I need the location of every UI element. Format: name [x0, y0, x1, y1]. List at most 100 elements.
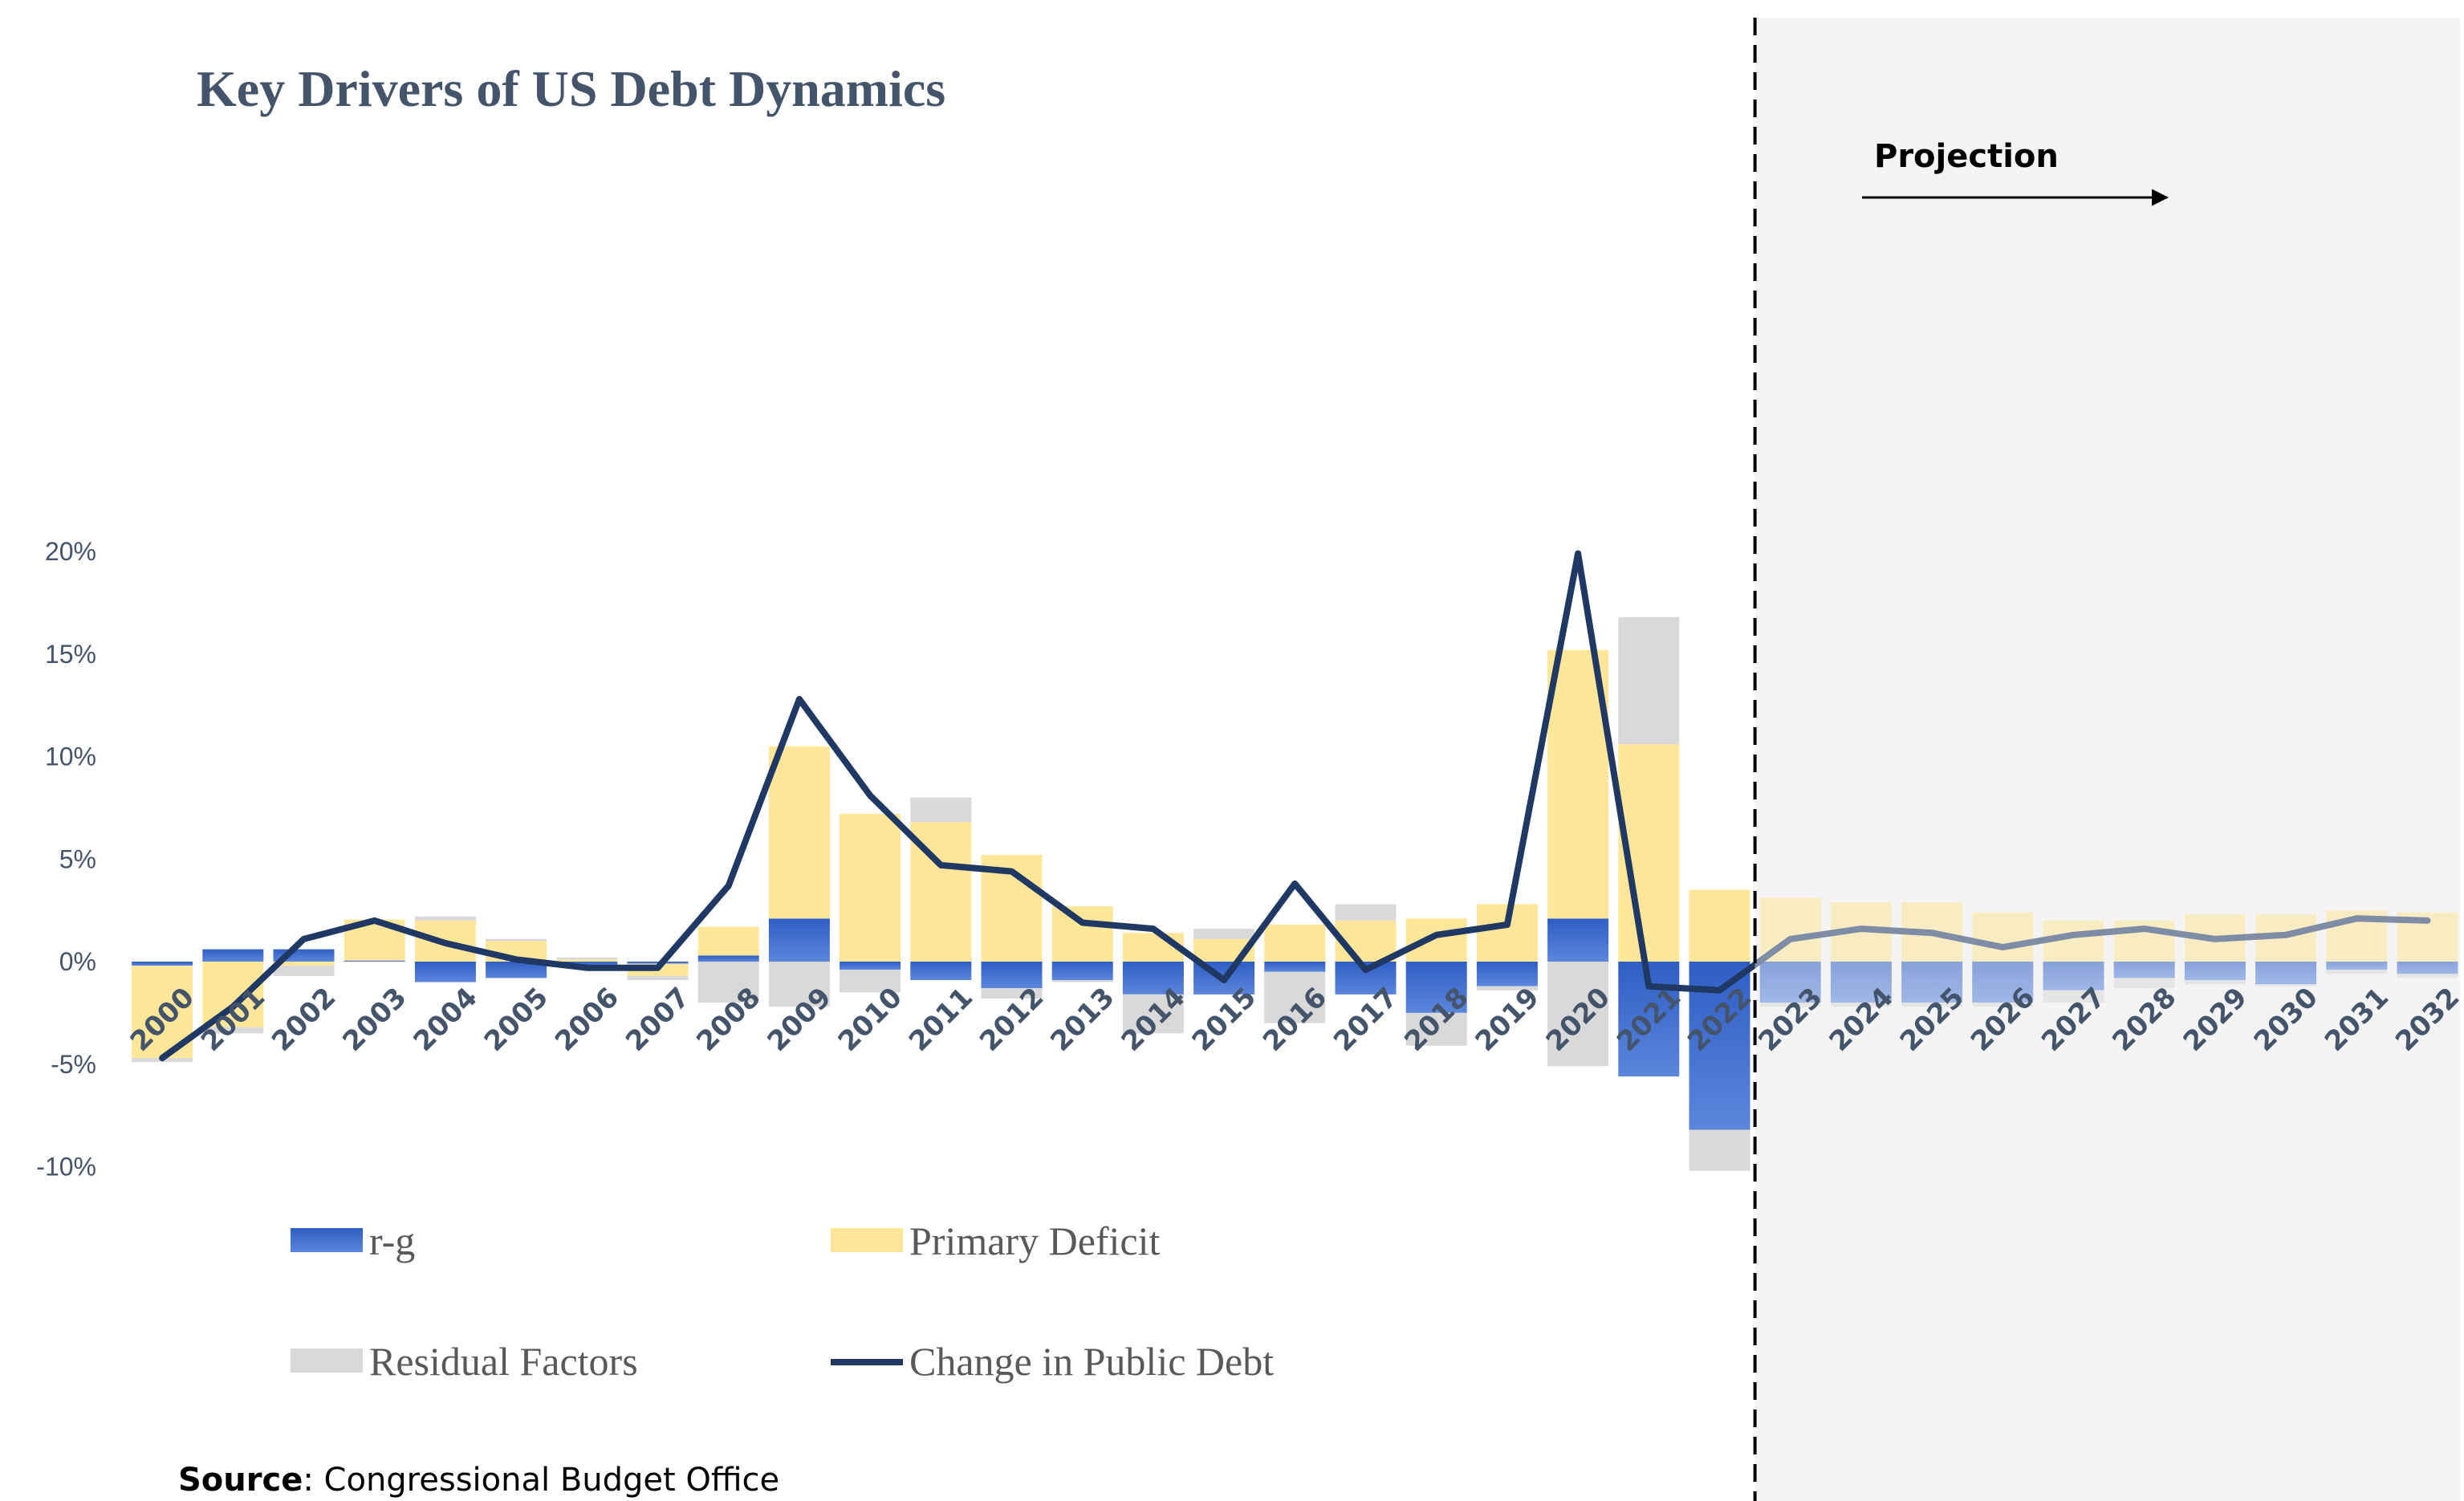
bar-r-g-2003 [344, 960, 405, 962]
bar-residual-factors-2006 [556, 957, 618, 960]
bar-residual-factors-2024 [1830, 1003, 1892, 1007]
x-tick-label-2002: 2002 [266, 982, 342, 1058]
bar-primary-deficit-2002 [273, 962, 335, 966]
bar-primary-deficit-2018 [1405, 918, 1467, 962]
point-change-in-public-debt-2011 [940, 864, 942, 866]
legend-item-residual-factors: Residual Factors [291, 1339, 638, 1384]
point-change-in-public-debt-2015 [1223, 978, 1226, 981]
bar-residual-factors-2010 [840, 970, 901, 993]
point-change-in-public-debt-2026 [2002, 946, 2004, 949]
bar-primary-deficit-2008 [697, 926, 759, 956]
bar-residual-factors-2012 [981, 988, 1043, 999]
x-tick-label-2005: 2005 [478, 982, 555, 1058]
projection-wash [1754, 18, 2460, 1501]
point-change-in-public-debt-2029 [2214, 938, 2216, 940]
projection-region [1754, 18, 2460, 1501]
bar-residual-factors-2029 [2184, 979, 2246, 985]
y-tick-label: 10% [45, 742, 96, 771]
bar-residual-factors-2002 [273, 966, 335, 976]
bar-residual-factors-2009 [768, 962, 830, 1007]
legend-swatch-residual-factors [291, 1348, 363, 1373]
bar-r-g-2008 [697, 955, 759, 962]
legend-swatch-primary-deficit [831, 1228, 903, 1252]
point-change-in-public-debt-2022 [1718, 989, 1721, 991]
bar-r-g-2020 [1547, 918, 1609, 962]
source-note: Source: Congressional Budget Office [178, 1462, 779, 1499]
projection-label: Projection [1874, 138, 2059, 175]
bar-primary-deficit-2022 [1689, 889, 1750, 962]
point-change-in-public-debt-2012 [1010, 870, 1013, 873]
legend-item-change-in-public-debt: Change in Public Debt [831, 1339, 1274, 1384]
point-change-in-public-debt-2016 [1294, 882, 1296, 885]
legend-item-primary-deficit: Primary Deficit [831, 1218, 1161, 1263]
x-tick-label-2019: 2019 [1470, 982, 1546, 1058]
bar-r-g-2000 [132, 962, 193, 966]
bar-residual-factors-2007 [627, 975, 689, 980]
point-change-in-public-debt-2031 [2356, 917, 2358, 920]
bar-residual-factors-2032 [2397, 974, 2458, 978]
bar-residual-factors-2017 [1335, 904, 1397, 921]
bar-residual-factors-2013 [1051, 979, 1113, 982]
bar-residual-factors-2015 [1193, 929, 1255, 939]
x-tick-label-2006: 2006 [549, 982, 625, 1058]
point-change-in-public-debt-2009 [798, 698, 800, 700]
bar-residual-factors-2008 [697, 962, 759, 1003]
point-change-in-public-debt-2010 [869, 795, 872, 797]
y-tick-label: 20% [45, 537, 96, 566]
bar-r-g-2010 [840, 962, 901, 970]
bar-r-g-2011 [910, 962, 972, 980]
bar-residual-factors-2020 [1547, 962, 1609, 1067]
bar-r-g-2013 [1051, 962, 1113, 980]
bar-r-g-2023 [1759, 962, 1821, 1003]
bar-r-g-2029 [2184, 962, 2246, 980]
legend: r-g Primary Deficit Residual Factors Cha… [291, 1218, 1274, 1384]
bar-residual-factors-2028 [2113, 978, 2175, 989]
point-change-in-public-debt-2028 [2143, 928, 2145, 930]
point-change-in-public-debt-2021 [1648, 985, 1650, 987]
y-tick-label: -10% [36, 1153, 96, 1182]
x-tick-label-2003: 2003 [336, 982, 413, 1058]
bar-residual-factors-2021 [1618, 616, 1680, 745]
x-tick-label-2004: 2004 [408, 982, 484, 1058]
bar-primary-deficit-2001 [202, 962, 264, 1027]
bar-r-g-2014 [1122, 962, 1184, 995]
debt-change-line-layer [159, 550, 2431, 1062]
bar-r-g-2012 [981, 962, 1043, 989]
legend-item-r-g: r-g [291, 1218, 415, 1263]
bar-r-g-2004 [414, 962, 476, 982]
point-change-in-public-debt-2006 [586, 966, 588, 969]
source-text: : Congressional Budget Office [303, 1462, 779, 1499]
point-change-in-public-debt-2024 [1860, 928, 1862, 930]
bar-residual-factors-2027 [2043, 990, 2104, 1003]
legend-label-r-g: r-g [369, 1218, 415, 1263]
point-change-in-public-debt-2018 [1435, 934, 1437, 936]
bar-r-g-2027 [2043, 962, 2104, 990]
bar-residual-factors-2014 [1122, 994, 1184, 1034]
point-change-in-public-debt-2019 [1506, 924, 1508, 926]
bar-residual-factors-2019 [1476, 986, 1538, 990]
bar-r-g-2006 [556, 962, 618, 966]
y-tick-label: -5% [51, 1050, 96, 1079]
bar-residual-factors-2004 [414, 916, 476, 921]
y-axis: -10% -5% 0% 5% 10% 15% 20% [36, 537, 96, 1182]
bar-r-g-2007 [627, 962, 689, 964]
legend-label-change-in-public-debt: Change in Public Debt [909, 1339, 1274, 1384]
bar-residual-factors-2025 [1901, 1003, 1963, 1007]
bar-r-g-2032 [2397, 962, 2458, 974]
point-change-in-public-debt-2003 [373, 919, 376, 921]
bar-r-g-2018 [1405, 962, 1467, 1013]
source-label: Source [178, 1462, 303, 1499]
bar-r-g-2026 [1972, 962, 2034, 1003]
bar-residual-factors-2016 [1264, 971, 1326, 1023]
point-change-in-public-debt-2023 [1789, 938, 1791, 940]
bar-r-g-2025 [1901, 962, 1963, 1003]
point-change-in-public-debt-2008 [727, 885, 730, 887]
bar-r-g-2024 [1830, 962, 1892, 1003]
legend-label-residual-factors: Residual Factors [369, 1339, 638, 1384]
bar-r-g-2005 [486, 962, 547, 978]
bar-r-g-2009 [768, 918, 830, 962]
legend-label-primary-deficit: Primary Deficit [909, 1218, 1161, 1263]
bar-primary-deficit-2016 [1264, 925, 1326, 962]
point-change-in-public-debt-2014 [1152, 928, 1154, 930]
